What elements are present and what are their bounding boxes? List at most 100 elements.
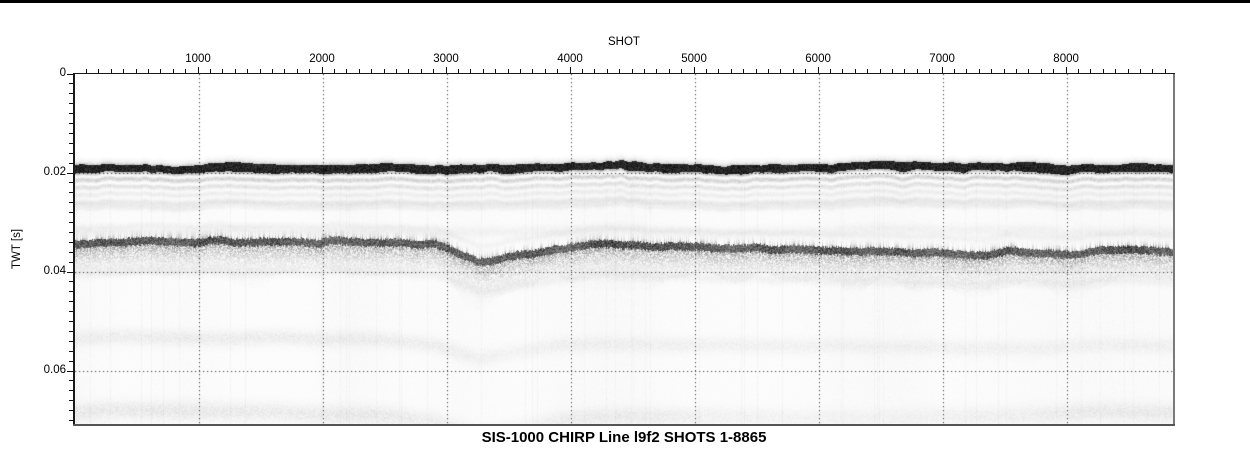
x-minor-tick xyxy=(767,69,769,73)
x-minor-tick xyxy=(1090,69,1092,73)
x-minor-tick xyxy=(879,69,881,73)
x-minor-tick xyxy=(408,69,410,73)
x-minor-tick xyxy=(1053,69,1055,73)
seismic-image xyxy=(74,74,1175,425)
y-minor-tick xyxy=(69,321,73,322)
x-tick-label: 1000 xyxy=(185,53,211,65)
y-major-tick xyxy=(66,370,73,372)
x-major-tick xyxy=(693,66,695,73)
y-minor-tick xyxy=(69,162,73,164)
x-minor-tick xyxy=(160,69,162,73)
x-minor-tick xyxy=(1016,69,1017,73)
x-minor-tick xyxy=(482,69,484,73)
y-minor-tick xyxy=(69,350,73,352)
x-major-tick xyxy=(941,66,943,73)
x-minor-tick xyxy=(966,69,968,73)
x-minor-tick xyxy=(172,69,174,73)
x-minor-tick xyxy=(891,69,893,73)
x-tick-label: 8000 xyxy=(1053,53,1079,65)
x-major-tick xyxy=(197,66,199,73)
x-minor-tick xyxy=(544,69,546,73)
x-minor-tick xyxy=(631,69,633,73)
x-major-tick xyxy=(321,66,323,73)
y-minor-tick xyxy=(69,222,73,223)
x-minor-tick xyxy=(259,69,261,73)
x-minor-tick xyxy=(606,69,608,73)
x-minor-tick xyxy=(420,69,422,73)
x-minor-tick xyxy=(1028,69,1030,73)
top-border-line xyxy=(0,0,1250,3)
y-major-tick xyxy=(66,271,73,273)
y-minor-tick xyxy=(69,390,73,392)
y-tick-label: 0.02 xyxy=(43,166,66,178)
x-minor-tick xyxy=(457,69,459,73)
x-minor-tick xyxy=(557,69,559,73)
x-major-tick xyxy=(445,66,447,73)
x-tick-label: 2000 xyxy=(309,53,335,65)
x-minor-tick xyxy=(222,69,224,73)
x-minor-tick xyxy=(110,69,112,73)
x-axis-line xyxy=(73,72,1175,75)
x-minor-tick xyxy=(371,69,373,73)
x-minor-tick xyxy=(1003,69,1005,73)
x-minor-tick xyxy=(829,69,831,73)
x-minor-tick xyxy=(854,69,856,73)
y-axis-line xyxy=(73,72,75,426)
x-minor-tick xyxy=(1102,69,1104,73)
x-minor-tick xyxy=(805,69,807,73)
x-minor-tick xyxy=(1127,69,1129,73)
y-minor-tick xyxy=(69,291,73,293)
y-minor-tick xyxy=(69,380,73,382)
x-axis-title: SHOT xyxy=(608,36,640,48)
x-major-tick xyxy=(1065,66,1067,73)
y-minor-tick xyxy=(69,93,73,95)
x-minor-tick xyxy=(1040,69,1042,73)
figure-title: SIS-1000 CHIRP Line l9f2 SHOTS 1-8865 xyxy=(481,429,767,446)
x-minor-tick xyxy=(98,69,100,73)
y-minor-tick xyxy=(69,231,73,233)
x-minor-tick xyxy=(755,69,757,73)
y-minor-tick xyxy=(69,330,73,332)
y-minor-tick xyxy=(69,202,73,204)
x-minor-tick xyxy=(234,69,236,73)
y-tick-label: 0 xyxy=(59,67,66,79)
x-minor-tick xyxy=(953,69,955,73)
x-tick-label: 7000 xyxy=(929,53,955,65)
x-tick-label: 6000 xyxy=(805,53,831,65)
y-tick-label: 0.06 xyxy=(43,364,66,376)
x-minor-tick xyxy=(135,69,137,73)
y-minor-tick xyxy=(69,142,73,144)
x-minor-tick xyxy=(619,69,621,73)
x-minor-tick xyxy=(842,69,844,73)
x-minor-tick xyxy=(495,69,497,73)
y-minor-tick xyxy=(69,410,73,412)
y-minor-tick xyxy=(69,152,73,154)
x-minor-tick xyxy=(929,69,931,73)
x-minor-tick xyxy=(433,69,435,73)
x-minor-tick xyxy=(904,69,906,73)
y-minor-tick xyxy=(69,83,73,85)
x-tick-label: 3000 xyxy=(433,53,459,65)
x-minor-tick xyxy=(470,69,472,73)
x-minor-tick xyxy=(991,69,993,73)
x-minor-tick xyxy=(147,69,149,73)
x-minor-tick xyxy=(395,69,397,73)
x-minor-tick xyxy=(916,69,918,73)
y-minor-tick xyxy=(69,123,73,124)
x-minor-tick xyxy=(507,69,509,73)
y-major-tick xyxy=(66,172,73,174)
y-tick-label: 0.04 xyxy=(43,265,66,277)
x-minor-tick xyxy=(594,69,596,73)
x-minor-tick xyxy=(581,69,583,73)
y-minor-tick xyxy=(69,340,73,342)
y-minor-tick xyxy=(69,400,73,402)
x-minor-tick xyxy=(209,69,211,73)
plot-right-border xyxy=(1173,73,1175,425)
x-minor-tick xyxy=(333,69,335,73)
x-minor-tick xyxy=(743,69,745,73)
y-major-tick xyxy=(66,73,73,75)
y-minor-tick xyxy=(69,360,73,362)
x-minor-tick xyxy=(730,69,732,73)
y-minor-tick xyxy=(69,192,73,194)
